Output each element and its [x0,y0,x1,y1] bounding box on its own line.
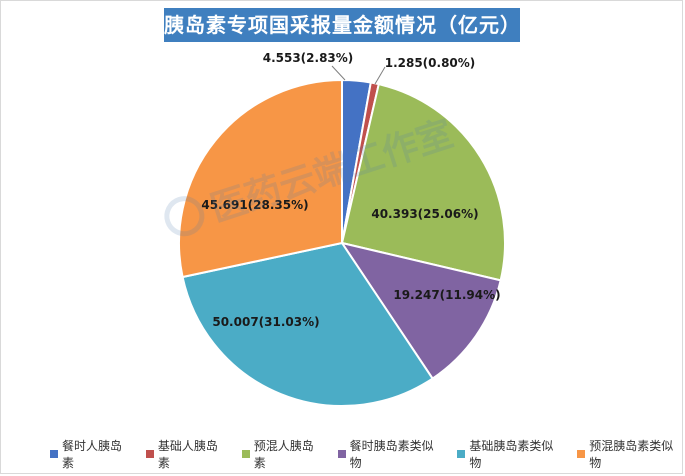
legend-swatch [145,450,154,458]
legend-label: 基础人胰岛素 [157,439,218,470]
legend-swatch [337,450,346,458]
pie-slice [340,82,506,282]
chart-title: 胰岛素专项国采报量金额情况（亿元） [164,8,520,42]
legend-swatch [241,450,250,458]
data-label: 4.553(2.83%) [263,51,354,65]
legend-label: 餐时人胰岛素 [61,439,122,470]
leader-line [374,66,386,85]
data-label: 50.007(31.03%) [212,315,319,329]
data-label: 40.393(25.06%) [371,207,478,221]
legend-item: 餐时人胰岛素 [50,437,134,471]
legend-item: 基础人胰岛素 [145,437,230,471]
pie-slice [178,78,343,279]
legend-label: 预混人胰岛素 [253,439,314,470]
pie-slice [339,241,502,380]
data-label: 45.691(28.35%) [201,198,308,212]
legend-item: 基础胰岛素类似物 [457,437,565,471]
legend-item: 预混人胰岛素 [241,437,326,471]
chart-legend: 餐时人胰岛素 基础人胰岛素 预混人胰岛素 餐时胰岛素类似物 基础胰岛素类似物 预混胰岛素类… [50,439,685,470]
leader-line [331,65,346,81]
legend-swatch [577,450,586,458]
legend-label: 基础胰岛素类似物 [469,439,554,470]
pie-slice [181,241,434,408]
legend-item: 预混胰岛素类似物 [577,437,685,471]
legend-label: 餐时胰岛素类似物 [349,439,434,470]
legend-swatch [50,450,58,458]
data-label: 1.285(0.80%) [385,56,476,70]
legend-swatch [457,450,466,458]
legend-label: 预混胰岛素类似物 [589,439,674,470]
data-label: 19.247(11.94%) [393,288,500,302]
legend-item: 餐时胰岛素类似物 [337,437,446,471]
